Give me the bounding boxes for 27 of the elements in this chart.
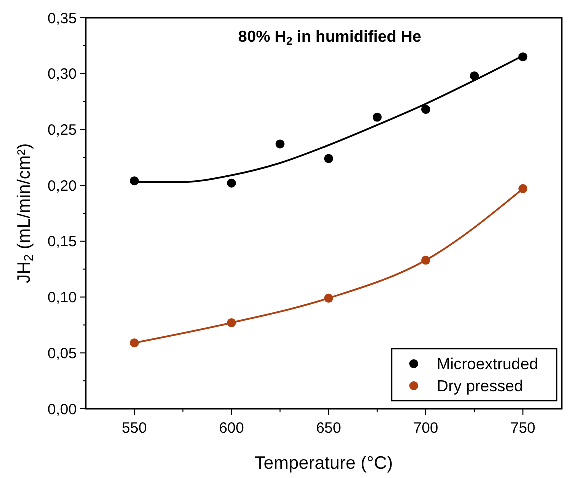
point [324,294,334,303]
y-tick-label: 0,05 [48,345,77,362]
legend-label: Microextruded [437,356,538,374]
legend-label: Dry pressed [437,378,524,396]
point [227,318,236,328]
point [227,178,236,188]
x-tick-label: 750 [510,420,536,437]
point [276,140,285,149]
y-tick-label: 0,10 [48,290,77,307]
point [422,105,430,114]
point [422,256,430,265]
x-tick-label: 550 [122,420,148,437]
y-tick-label: 0,25 [48,122,77,139]
y-tick-label: 0,00 [48,401,77,418]
x-tick-label: 600 [219,420,244,437]
point [324,154,334,164]
point [518,184,528,194]
y-tick-label: 0,15 [48,234,77,251]
y-tick-label: 0,30 [48,66,77,84]
x-tick-label: 700 [413,420,439,437]
x-tick-label: 650 [316,420,342,437]
point [372,112,382,122]
text: 80% H$_{2}$ in humidified He [238,29,422,48]
y-tick-label: 0,35 [48,10,77,28]
x-axis-title: Temperature (°C) [254,453,394,473]
point [130,338,140,348]
y-tick-label: 0,20 [48,178,77,195]
